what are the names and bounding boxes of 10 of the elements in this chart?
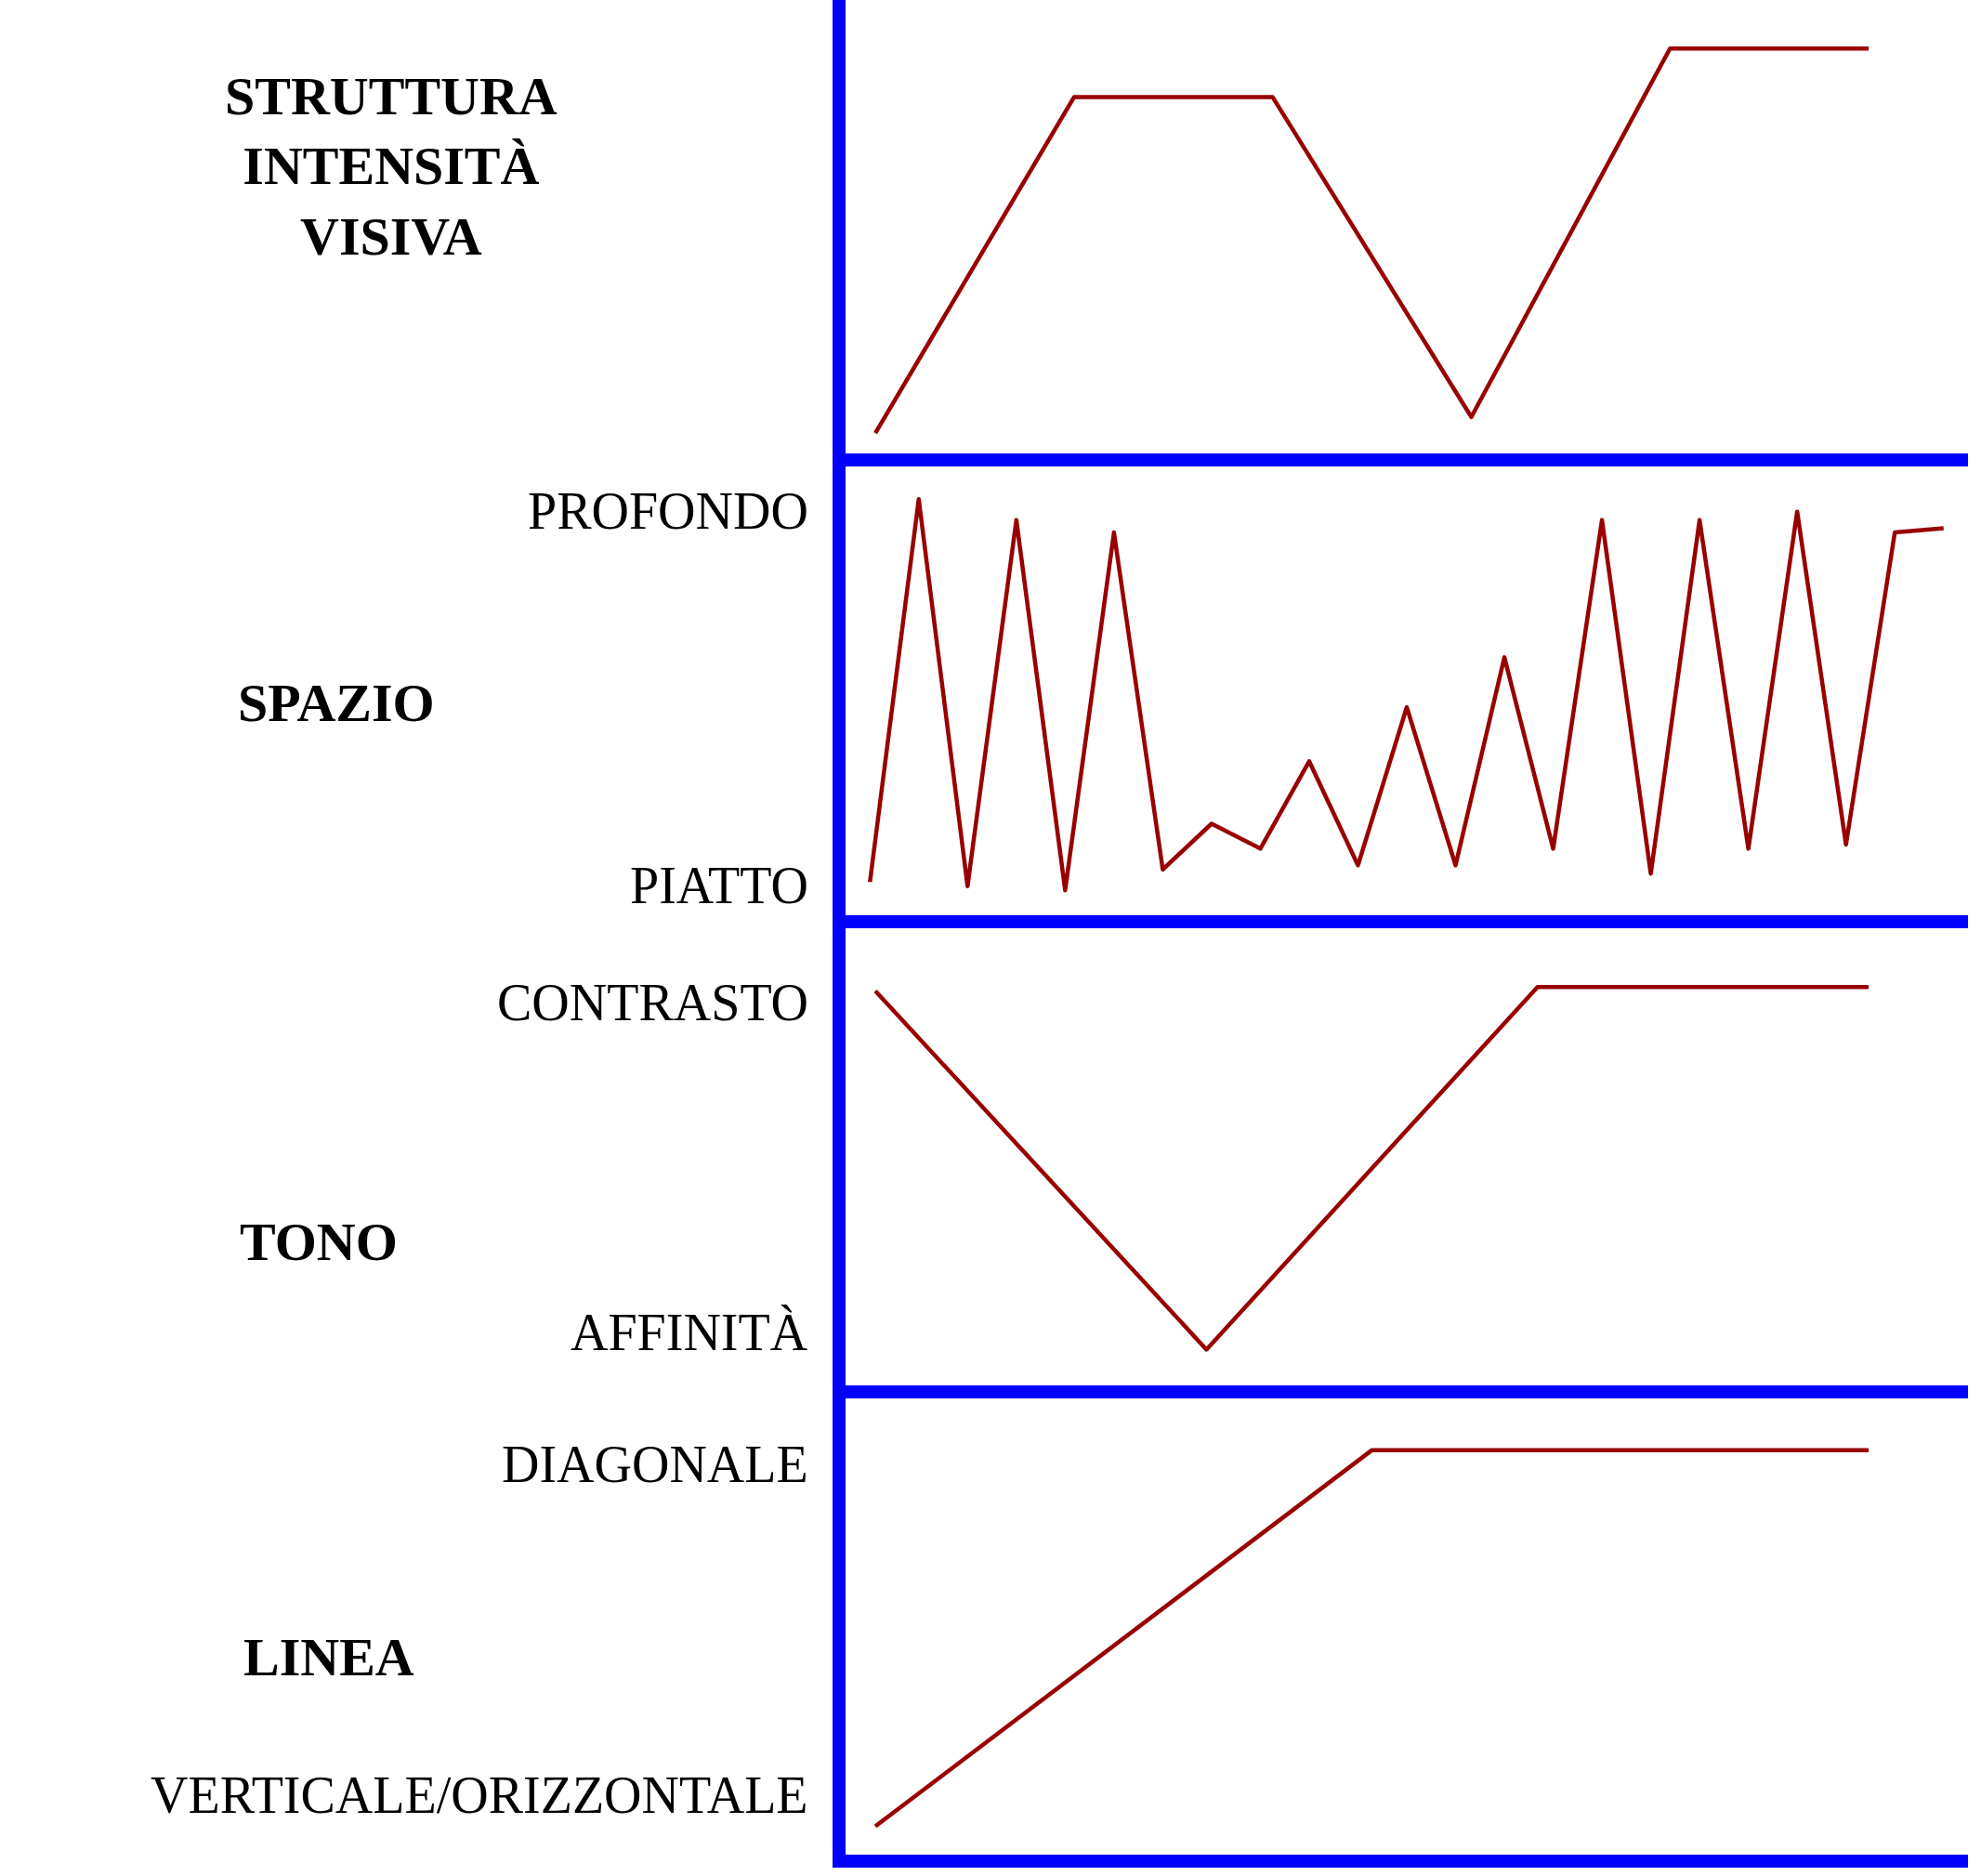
- y-axis-title: LINEA: [243, 1627, 414, 1687]
- annotation: DIAGONALE: [502, 1436, 808, 1493]
- y-axis-title: TONO: [240, 1212, 398, 1272]
- y-axis-title: STRUTTURA INTENSITÀ VISIVA: [225, 66, 558, 267]
- annotation: CONTRASTO: [497, 974, 809, 1031]
- text: PROFONDO: [528, 482, 808, 540]
- text: PIATTO: [630, 857, 808, 914]
- annotation: AFFINITÀ: [571, 1304, 808, 1361]
- y-axis-title: SPAZIO: [238, 673, 435, 733]
- annotation: VERTICALE/ORIZZONTALE: [151, 1766, 808, 1824]
